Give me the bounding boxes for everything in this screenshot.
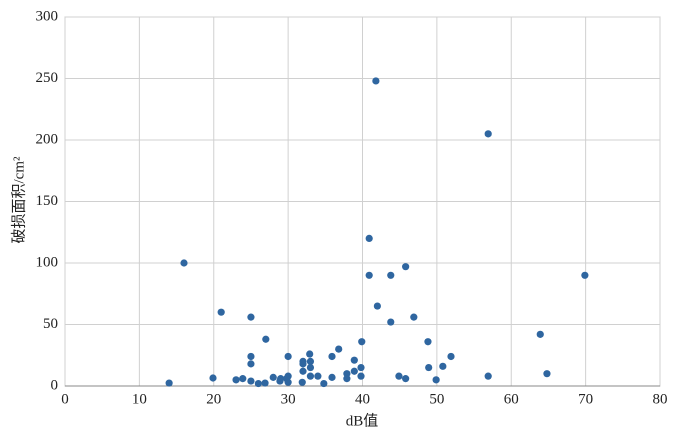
point — [343, 370, 351, 378]
y-tick-label: 200 — [36, 131, 59, 147]
point — [284, 352, 292, 361]
x-tick-label: 30 — [281, 391, 296, 407]
point — [247, 352, 255, 361]
point — [262, 335, 270, 343]
y-axis-label: 破损面积/cm² — [10, 156, 27, 243]
point — [298, 378, 306, 386]
point — [254, 379, 262, 388]
x-tick-label: 40 — [355, 391, 370, 407]
point — [328, 373, 336, 381]
point — [306, 363, 315, 372]
point — [165, 379, 173, 387]
point — [328, 352, 336, 361]
point — [320, 379, 328, 388]
point — [232, 376, 240, 384]
y-tick-label: 300 — [36, 8, 59, 24]
point — [209, 374, 217, 382]
point — [247, 313, 255, 321]
point — [357, 372, 365, 380]
point — [581, 271, 589, 279]
point — [247, 377, 255, 385]
point — [314, 372, 322, 380]
point — [284, 372, 292, 380]
point — [247, 360, 255, 368]
point — [484, 372, 492, 380]
point — [402, 263, 410, 271]
y-tick-label: 0 — [51, 377, 59, 393]
point — [306, 350, 314, 358]
point — [357, 363, 365, 372]
point — [365, 234, 373, 242]
point — [299, 360, 307, 368]
y-tick-label: 250 — [36, 70, 59, 86]
y-tick-label: 100 — [36, 254, 59, 270]
point — [424, 338, 432, 346]
x-tick-label: 10 — [132, 391, 147, 407]
point — [343, 375, 351, 383]
y-tick-label: 50 — [43, 316, 58, 332]
point — [425, 363, 433, 372]
x-tick-label: 50 — [429, 391, 444, 407]
x-tick-label: 70 — [578, 391, 593, 407]
point — [543, 370, 551, 378]
point — [284, 378, 292, 386]
x-tick-label: 60 — [504, 391, 519, 407]
point — [269, 373, 277, 381]
point — [484, 130, 492, 138]
point — [358, 338, 366, 346]
point — [447, 352, 455, 361]
point — [180, 259, 188, 267]
point — [372, 77, 380, 85]
point — [299, 367, 307, 375]
point — [350, 356, 358, 364]
point — [239, 375, 247, 383]
point — [410, 313, 418, 321]
point — [306, 357, 315, 365]
point — [335, 345, 343, 353]
point — [402, 375, 410, 383]
x-tick-label: 80 — [653, 391, 668, 407]
point — [387, 318, 395, 326]
point — [306, 372, 315, 380]
point — [261, 379, 269, 387]
point — [350, 367, 358, 375]
x-axis-label: dB值 — [346, 412, 379, 429]
point — [277, 375, 285, 383]
x-tick-label: 0 — [61, 391, 69, 407]
x-tick-label: 20 — [206, 391, 221, 407]
point — [536, 330, 544, 338]
point — [387, 271, 395, 279]
point — [432, 376, 440, 384]
y-tick-label: 150 — [36, 193, 59, 209]
point — [365, 271, 373, 279]
point — [373, 302, 381, 310]
point — [395, 372, 403, 380]
point — [217, 308, 225, 316]
point — [439, 362, 447, 370]
